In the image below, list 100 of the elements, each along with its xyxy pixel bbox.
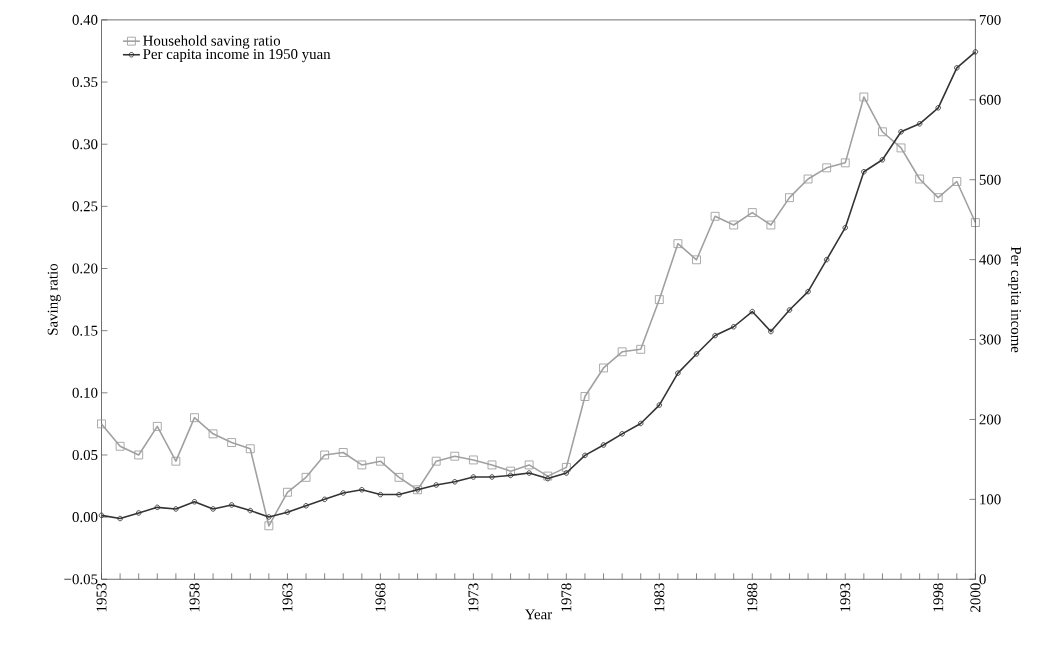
point [935, 105, 941, 111]
point [264, 521, 274, 531]
point [173, 506, 179, 512]
point [321, 496, 328, 503]
point [637, 420, 644, 427]
point [524, 460, 534, 470]
point [805, 288, 811, 295]
point [431, 456, 441, 466]
point [692, 255, 701, 265]
point [154, 504, 161, 511]
point [599, 363, 608, 373]
point [840, 158, 850, 168]
x-tick-label: 1978 [561, 583, 572, 612]
point [729, 220, 739, 230]
point [933, 193, 943, 203]
point [785, 193, 794, 203]
point [468, 455, 478, 465]
point [357, 460, 367, 470]
point [340, 490, 346, 496]
point [301, 473, 311, 482]
x-tick-label: 1983 [654, 583, 665, 612]
y-tick-label: 0.15 [72, 325, 98, 336]
y-tick-label: −0.05 [64, 574, 98, 585]
y2-tick-label: 600 [979, 94, 1001, 105]
x-tick-label: 1968 [375, 583, 386, 612]
x-axis-title: Year [524, 609, 553, 620]
legend-label: Household saving ratio [143, 35, 281, 49]
point [470, 474, 477, 480]
point [712, 332, 718, 339]
point [749, 308, 756, 315]
point [210, 506, 216, 512]
point [190, 413, 199, 423]
point [452, 479, 458, 485]
point [896, 143, 906, 153]
point [916, 121, 923, 127]
point [545, 475, 551, 482]
point [489, 474, 495, 480]
point [730, 324, 737, 330]
y2-tick-label: 100 [980, 494, 1001, 505]
point [506, 466, 515, 476]
point [375, 456, 385, 466]
point [766, 220, 776, 230]
point [656, 402, 663, 408]
point [228, 502, 235, 508]
point [117, 515, 123, 522]
point [115, 441, 125, 451]
point [171, 456, 181, 466]
point [284, 509, 291, 515]
y2-tick-label: 500 [979, 174, 1001, 185]
y2-tick-label: 300 [979, 334, 1001, 345]
point [396, 491, 402, 498]
point [245, 444, 255, 454]
point [954, 65, 960, 71]
point [543, 471, 553, 481]
x-tick-label: 1953 [96, 583, 107, 612]
point [563, 470, 570, 476]
y-tick-label: 0.05 [72, 449, 98, 461]
y-tick-label: 0.10 [72, 387, 98, 398]
point [135, 510, 142, 516]
point [561, 463, 571, 472]
x-tick-label: 1988 [747, 583, 758, 612]
point [394, 473, 404, 482]
y2-tick-label: 200 [979, 414, 1001, 425]
point [450, 451, 460, 461]
point [359, 487, 365, 493]
y-tick-label: 0.25 [72, 201, 98, 212]
point [227, 438, 237, 448]
y-tick-label: 0.35 [72, 77, 98, 88]
point [636, 344, 646, 354]
x-tick-label: 1998 [933, 583, 944, 612]
point [619, 431, 625, 437]
point [507, 472, 514, 479]
point [675, 370, 681, 376]
point [487, 460, 497, 470]
point [283, 487, 292, 497]
point [970, 218, 980, 227]
x-tick-label: 1963 [282, 583, 293, 612]
point [842, 225, 848, 231]
x-tick-label: 1993 [840, 583, 851, 612]
point [152, 422, 162, 431]
legend-label: Per capita income in 1950 yuan [143, 49, 331, 63]
point [768, 328, 774, 335]
point [191, 499, 198, 505]
y-tick-label: 0.40 [72, 14, 98, 26]
point [861, 169, 867, 175]
point [878, 127, 887, 137]
point [617, 347, 627, 357]
point [859, 92, 869, 102]
point [915, 174, 925, 184]
point [208, 429, 218, 439]
y2-tick-label: 400 [979, 254, 1001, 265]
point [338, 448, 348, 457]
y-axis-title: Saving ratio [47, 264, 61, 335]
point [747, 208, 757, 218]
point [654, 295, 664, 305]
point [803, 174, 813, 184]
x-tick-label: 2000 [970, 583, 981, 612]
point [710, 211, 720, 221]
point [879, 157, 886, 163]
point [823, 256, 830, 263]
